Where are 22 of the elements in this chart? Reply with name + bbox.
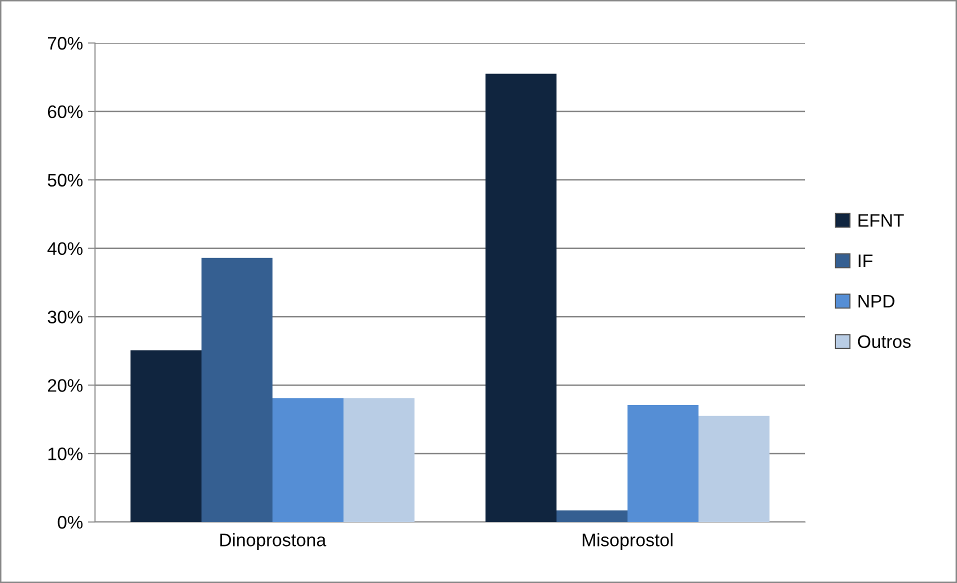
bar <box>698 416 770 522</box>
x-tick-label: Dinoprostona <box>220 533 326 550</box>
y-tick-label: 0% <box>58 516 83 529</box>
bar <box>556 510 628 522</box>
bar <box>628 404 698 522</box>
legend-label: IF <box>858 254 872 268</box>
y-tick-label: 60% <box>48 105 83 118</box>
y-tick-label: 40% <box>47 242 83 256</box>
legend-label: Outros <box>858 335 911 348</box>
legend-label: NPD <box>858 294 894 308</box>
bar <box>272 398 344 522</box>
bar <box>130 350 202 522</box>
y-tick-label: 70% <box>48 36 83 50</box>
legend-label: EFNT <box>858 214 904 227</box>
x-tick-label: Misoprostol <box>582 533 672 550</box>
y-tick-label: 20% <box>48 379 83 392</box>
bar <box>344 398 414 522</box>
y-tick-label: 50% <box>48 174 83 187</box>
y-tick-label: 30% <box>48 310 83 324</box>
bar <box>486 74 556 522</box>
bar <box>202 258 272 522</box>
y-tick-label: 10% <box>48 448 83 460</box>
